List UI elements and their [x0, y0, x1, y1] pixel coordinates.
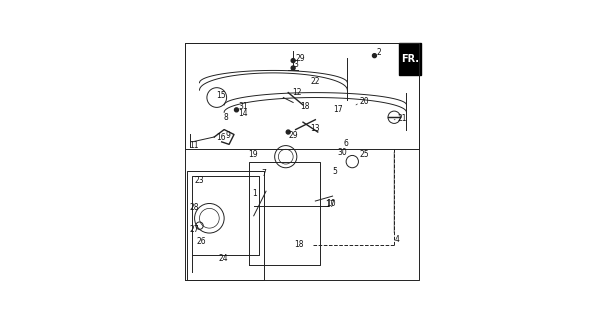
Circle shape	[291, 66, 295, 70]
Circle shape	[373, 54, 376, 58]
Circle shape	[286, 130, 290, 134]
Text: 5: 5	[333, 167, 338, 176]
Text: 23: 23	[194, 176, 204, 185]
Text: 18: 18	[295, 240, 304, 249]
Text: 8: 8	[224, 113, 228, 122]
Text: 17: 17	[325, 200, 335, 209]
Text: 25: 25	[359, 150, 369, 159]
Text: 27: 27	[190, 225, 199, 234]
Text: 19: 19	[248, 150, 258, 159]
Text: 26: 26	[196, 237, 206, 246]
Text: 24: 24	[219, 254, 228, 263]
Text: 15: 15	[216, 91, 226, 100]
Text: FR.: FR.	[402, 54, 419, 64]
Text: 31: 31	[238, 102, 248, 111]
Circle shape	[291, 59, 295, 62]
Text: 4: 4	[394, 235, 399, 244]
Text: 2: 2	[377, 48, 382, 57]
Text: 18: 18	[301, 102, 310, 111]
Text: 17: 17	[333, 105, 342, 114]
Text: 12: 12	[292, 88, 301, 97]
Text: 9: 9	[225, 131, 230, 140]
Circle shape	[235, 108, 238, 112]
Text: 1: 1	[253, 189, 257, 198]
Text: 11: 11	[190, 141, 199, 150]
Polygon shape	[399, 43, 421, 75]
Text: 6: 6	[343, 139, 348, 148]
Text: 16: 16	[216, 133, 226, 142]
Text: 29: 29	[288, 131, 298, 140]
Text: 13: 13	[310, 124, 320, 133]
Text: 7: 7	[261, 169, 266, 178]
Text: 29: 29	[295, 54, 305, 63]
Text: 21: 21	[398, 114, 407, 123]
Text: 14: 14	[238, 109, 248, 118]
Text: 10: 10	[327, 199, 336, 208]
Text: 22: 22	[310, 77, 320, 86]
Text: 20: 20	[360, 97, 369, 106]
Text: 30: 30	[337, 148, 347, 157]
Text: 3: 3	[293, 60, 298, 69]
Text: 28: 28	[189, 203, 199, 212]
